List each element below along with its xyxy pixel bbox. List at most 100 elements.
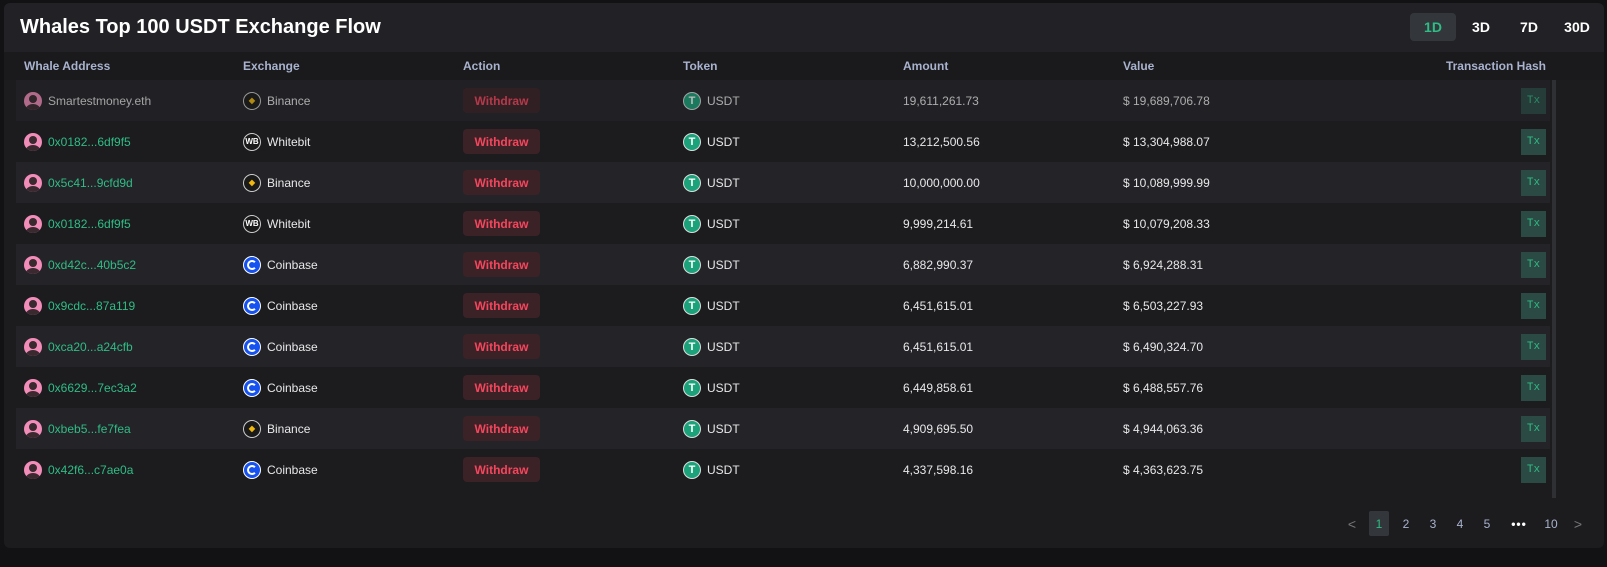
ellipsis-button[interactable]: ••• xyxy=(1511,516,1527,531)
action-cell: Withdraw xyxy=(463,326,540,367)
token-cell: T USDT xyxy=(683,449,740,490)
range-7d-button[interactable]: 7D xyxy=(1520,19,1538,35)
amount: 4,337,598.16 xyxy=(903,462,974,477)
avatar-icon xyxy=(24,173,42,192)
withdraw-badge[interactable]: Withdraw xyxy=(463,375,540,400)
usdt-icon: T xyxy=(683,173,701,192)
withdraw-badge[interactable]: Withdraw xyxy=(463,129,540,154)
token-name: USDT xyxy=(707,93,740,108)
exchange-name: Binance xyxy=(267,175,311,190)
whitebit-icon: WB xyxy=(243,132,261,151)
avatar-icon xyxy=(24,214,42,233)
withdraw-badge[interactable]: Withdraw xyxy=(463,293,540,318)
range-3d-button[interactable]: 3D xyxy=(1472,19,1490,35)
whale-address-link[interactable]: 0x42f6...c7ae0a xyxy=(48,462,134,477)
tx-hash-button[interactable]: Tx xyxy=(1521,293,1546,319)
next-page-button[interactable]: > xyxy=(1573,515,1583,532)
page-4-button[interactable]: 4 xyxy=(1456,516,1464,531)
avatar-icon xyxy=(24,378,42,397)
whale-address-link[interactable]: 0xd42c...40b5c2 xyxy=(48,257,137,272)
tx-hash-button[interactable]: Tx xyxy=(1521,252,1546,278)
range-1d-button[interactable]: 1D xyxy=(1410,13,1456,41)
exchange-name: Whitebit xyxy=(267,134,311,149)
avatar-icon xyxy=(24,296,42,315)
whale-address-link[interactable]: 0x5c41...9cfd9d xyxy=(48,175,133,190)
tx-hash-button[interactable]: Tx xyxy=(1521,211,1546,237)
coinbase-icon xyxy=(243,378,261,397)
table-row: 0x9cdc...87a119 Coinbase Withdraw T USDT 6,45… xyxy=(16,285,1550,326)
whitebit-icon: WB xyxy=(243,214,261,233)
withdraw-badge[interactable]: Withdraw xyxy=(463,334,540,359)
token-name: USDT xyxy=(707,257,740,272)
page-3-button[interactable]: 3 xyxy=(1429,516,1437,531)
exchange-cell: WB Whitebit xyxy=(243,203,310,244)
table-row: Smartestmoney.eth ◆ Binance Withdraw T USDT 19… xyxy=(16,80,1550,121)
tx-hash-button[interactable]: Tx xyxy=(1521,457,1546,483)
tx-hash-button[interactable]: Tx xyxy=(1521,334,1546,360)
whale-address-cell: 0xbeb5...fe7fea xyxy=(24,408,131,449)
action-cell: Withdraw xyxy=(463,408,540,449)
exchange-flow-panel: Whales Top 100 USDT Exchange Flow 1D 3D 7D… xyxy=(4,3,1604,548)
withdraw-badge[interactable]: Withdraw xyxy=(463,457,540,482)
value: $ 4,363,623.75 xyxy=(1123,462,1204,477)
time-range-selector: 1D 3D 7D 30D xyxy=(1408,13,1600,41)
whale-address-link[interactable]: 0x0182...6df9f5 xyxy=(48,216,131,231)
amount: 10,000,000.00 xyxy=(903,175,980,190)
withdraw-badge[interactable]: Withdraw xyxy=(463,88,540,113)
column-header: Action xyxy=(463,59,501,73)
whale-address-link[interactable]: 0x0182...6df9f5 xyxy=(48,134,131,149)
tx-hash-button[interactable]: Tx xyxy=(1521,129,1546,155)
exchange-cell: WB Whitebit xyxy=(243,121,310,162)
binance-icon: ◆ xyxy=(243,419,261,438)
tx-hash-button[interactable]: Tx xyxy=(1521,170,1546,196)
token-cell: T USDT xyxy=(683,367,740,408)
withdraw-badge[interactable]: Withdraw xyxy=(463,252,540,277)
whale-address-cell: 0xd42c...40b5c2 xyxy=(24,244,136,285)
whale-address-link[interactable]: 0xbeb5...fe7fea xyxy=(48,421,131,436)
tx-hash-button[interactable]: Tx xyxy=(1521,416,1546,442)
column-header: Whale Address xyxy=(24,59,111,73)
coinbase-icon xyxy=(243,460,261,479)
prev-page-button[interactable]: < xyxy=(1347,515,1357,532)
token-name: USDT xyxy=(707,175,740,190)
exchange-cell: Coinbase xyxy=(243,367,318,408)
coinbase-icon xyxy=(243,255,261,274)
tx-hash-button[interactable]: Tx xyxy=(1521,88,1546,114)
avatar-icon xyxy=(24,132,42,151)
page-5-button[interactable]: 5 xyxy=(1483,516,1491,531)
exchange-cell: Coinbase xyxy=(243,326,318,367)
token-name: USDT xyxy=(707,462,740,477)
whale-address-link[interactable]: 0xca20...a24cfb xyxy=(48,339,133,354)
avatar-icon xyxy=(24,255,42,274)
table-row: 0x0182...6df9f5 WB Whitebit Withdraw T USDT 13… xyxy=(16,121,1550,162)
page-10-button[interactable]: 10 xyxy=(1544,516,1558,531)
exchange-cell: Coinbase xyxy=(243,244,318,285)
action-cell: Withdraw xyxy=(463,80,540,121)
whale-address-link[interactable]: 0x6629...7ec3a2 xyxy=(48,380,137,395)
withdraw-badge[interactable]: Withdraw xyxy=(463,170,540,195)
value: $ 4,944,063.36 xyxy=(1123,421,1204,436)
amount: 4,909,695.50 xyxy=(903,421,974,436)
withdraw-badge[interactable]: Withdraw xyxy=(463,211,540,236)
page-1-button[interactable]: 1 xyxy=(1369,511,1389,536)
whale-address-link[interactable]: Smartestmoney.eth xyxy=(48,93,152,108)
scrollbar[interactable] xyxy=(1552,80,1556,498)
binance-icon: ◆ xyxy=(243,173,261,192)
usdt-icon: T xyxy=(683,214,701,233)
column-header: Exchange xyxy=(243,59,300,73)
usdt-icon: T xyxy=(683,132,701,151)
token-name: USDT xyxy=(707,134,740,149)
avatar-icon xyxy=(24,460,42,479)
action-cell: Withdraw xyxy=(463,449,540,490)
tx-hash-button[interactable]: Tx xyxy=(1521,375,1546,401)
token-cell: T USDT xyxy=(683,285,740,326)
amount: 9,999,214.61 xyxy=(903,216,974,231)
table-row: 0xca20...a24cfb Coinbase Withdraw T USDT 6,45… xyxy=(16,326,1550,367)
avatar-icon xyxy=(24,91,42,110)
whale-address-cell: 0x9cdc...87a119 xyxy=(24,285,135,326)
whale-address-link[interactable]: 0x9cdc...87a119 xyxy=(48,298,136,313)
withdraw-badge[interactable]: Withdraw xyxy=(463,416,540,441)
page-2-button[interactable]: 2 xyxy=(1402,516,1410,531)
range-30d-button[interactable]: 30D xyxy=(1564,19,1590,35)
page-title: Whales Top 100 USDT Exchange Flow xyxy=(20,16,381,38)
